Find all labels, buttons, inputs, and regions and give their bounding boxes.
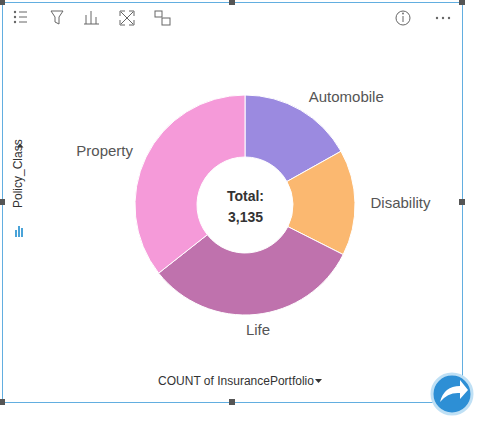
svg-text:3,135: 3,135 <box>228 209 263 225</box>
svg-text:Life: Life <box>246 321 270 338</box>
svg-text:Total:: Total: <box>227 188 264 204</box>
svg-text:Automobile: Automobile <box>309 88 384 105</box>
svg-text:Property: Property <box>76 142 133 159</box>
svg-text:Policy_Class: Policy_Class <box>11 139 25 208</box>
svg-text:Disability: Disability <box>370 194 431 211</box>
html-text:COUNT of InsurancePortfolio: COUNT of InsurancePortfolio <box>158 374 314 388</box>
